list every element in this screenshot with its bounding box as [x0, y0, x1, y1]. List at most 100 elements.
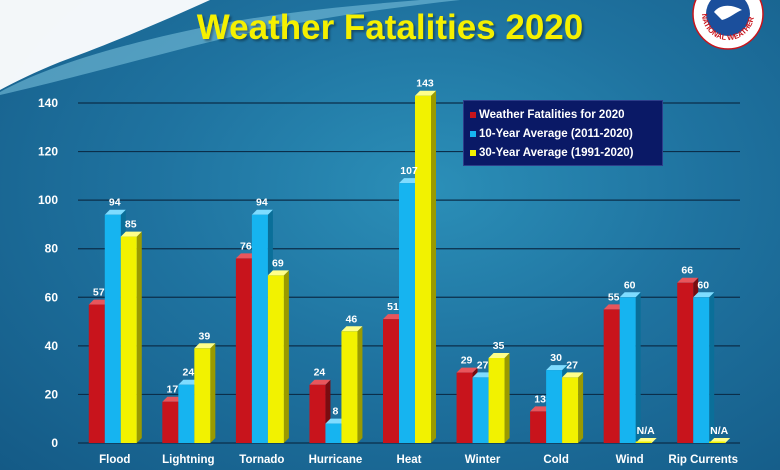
bar-30yr	[194, 348, 211, 443]
legend-swatch-2020	[470, 111, 476, 118]
data-label: 8	[333, 406, 339, 418]
legend-label-30yr: 30-Year Average (1991-2020)	[479, 146, 634, 159]
y-tick-label: 120	[38, 145, 58, 159]
x-tick-label: Tornado	[239, 454, 284, 466]
bar-30yr	[267, 275, 284, 443]
data-label: 94	[256, 197, 268, 209]
bar-2020	[88, 304, 105, 443]
bar-top-2020	[677, 277, 699, 283]
x-tick-label: Flood	[99, 454, 130, 466]
data-label: 66	[681, 265, 693, 277]
data-label: 51	[387, 301, 399, 313]
bar-30yr	[562, 377, 579, 443]
data-label: 24	[182, 367, 194, 379]
bar-top-30yr	[562, 372, 584, 378]
bar-side-30yr	[210, 343, 216, 443]
bars	[88, 90, 731, 443]
y-tick-label: 80	[45, 242, 59, 256]
legend-swatch-30yr	[470, 149, 476, 156]
bar-30yr	[120, 236, 137, 443]
bar-2020	[603, 309, 620, 443]
bar-side-30yr	[578, 372, 584, 443]
data-label: 29	[461, 355, 473, 367]
bar-2020	[383, 319, 399, 443]
bar-top-2020	[383, 314, 404, 320]
bar-2020	[235, 258, 252, 443]
data-label: 46	[346, 313, 358, 325]
bar-top-30yr	[267, 270, 289, 276]
bar-10yr	[546, 370, 563, 443]
data-label: 143	[416, 78, 434, 90]
bar-side-10yr	[635, 292, 641, 443]
bar-top-2020	[603, 304, 625, 310]
x-tick-label: Rip Currents	[668, 454, 738, 466]
x-tick-label: Wind	[616, 454, 644, 466]
y-tick-label: 0	[51, 436, 58, 450]
legend-item-2020: Weather Fatalities for 2020	[470, 105, 656, 124]
chart-legend: Weather Fatalities for 2020 10-Year Aver…	[463, 100, 663, 166]
chart-title: Weather Fatalities 2020	[196, 8, 584, 47]
bar-10yr	[399, 183, 415, 443]
bar-10yr	[693, 297, 710, 443]
legend-item-10yr: 10-Year Average (2011-2020)	[470, 124, 656, 143]
data-label: 85	[125, 219, 137, 231]
bar-side-30yr	[431, 90, 436, 443]
y-tick-label: 40	[45, 339, 59, 353]
data-label: 35	[493, 340, 505, 352]
bar-2020	[456, 372, 473, 443]
bar-30yr	[415, 95, 431, 443]
x-tick-label: Winter	[465, 454, 501, 466]
data-label: 60	[697, 279, 709, 291]
bar-30yr	[341, 331, 358, 443]
y-tick-label: 60	[45, 290, 59, 304]
bar-10yr	[619, 297, 636, 443]
data-label: 76	[240, 240, 252, 252]
data-label: 30	[550, 352, 562, 364]
bar-top-10yr	[104, 209, 126, 215]
data-label: N/A	[637, 425, 656, 437]
data-labels: 57 94 85 17 24 39 76 94 69 24 8 46 51 107 143 29 27 35 13 3…	[93, 78, 729, 437]
bar-10yr	[325, 423, 342, 443]
legend-item-30yr: 30-Year Average (1991-2020)	[470, 143, 656, 162]
data-label: 17	[166, 384, 178, 396]
decorative-wave	[0, 0, 460, 95]
y-tick-label: 100	[38, 193, 58, 207]
bar-top-10yr	[178, 379, 200, 385]
x-axis: Flood Lightning Tornado Hurricane Heat Winter…	[99, 454, 738, 466]
data-label: 27	[566, 359, 578, 371]
bar-top-2020	[162, 396, 184, 402]
bar-side-30yr	[136, 231, 142, 443]
bar-top-2020	[530, 406, 552, 412]
bar-top-10yr	[619, 292, 641, 298]
data-label: 13	[534, 393, 546, 405]
data-label: 39	[198, 330, 210, 342]
bar-10yr	[104, 214, 121, 443]
bar-10yr	[178, 384, 195, 443]
legend-label-10yr: 10-Year Average (2011-2020)	[479, 127, 633, 140]
bar-top-10yr	[693, 292, 715, 298]
data-label: 69	[272, 257, 284, 269]
bar-30yr	[488, 358, 505, 443]
bar-10yr	[472, 377, 489, 443]
bar-top-30yr	[120, 231, 142, 237]
x-tick-label: Heat	[397, 454, 422, 466]
nws-logo: NATIONAL WEATHER SERVICE	[692, 0, 764, 50]
y-axis: 0 20 40 60 80 100 120 140	[38, 96, 58, 450]
bar-top-30yr	[194, 343, 216, 349]
x-tick-label: Hurricane	[309, 454, 363, 466]
bar-10yr	[251, 214, 268, 443]
bar-2020	[309, 384, 326, 443]
bar-top-10yr	[325, 418, 347, 424]
bar-30yr	[635, 441, 652, 443]
data-label: N/A	[710, 425, 729, 437]
bar-side-30yr	[504, 353, 510, 443]
x-tick-label: Cold	[543, 454, 569, 466]
bar-top-10yr	[251, 209, 273, 215]
bar-top-2020	[88, 299, 110, 305]
bar-top-10yr	[546, 365, 568, 371]
bar-top-30yr	[488, 353, 510, 358]
bar-side-30yr	[357, 326, 363, 443]
data-label: 94	[109, 197, 121, 209]
bar-top-10yr	[399, 178, 420, 184]
